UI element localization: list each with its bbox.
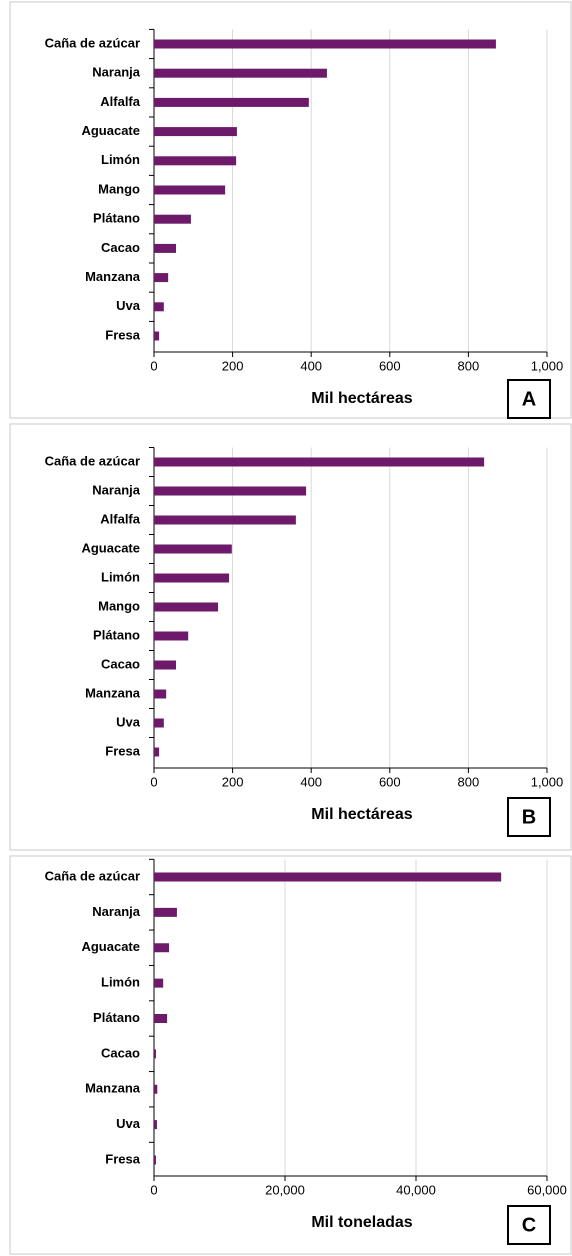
y-tick-label: Uva: [116, 714, 141, 729]
bar: [154, 515, 296, 525]
y-tick-label: Naranja: [92, 65, 140, 80]
bar: [154, 185, 226, 195]
panel-label-box: [507, 1205, 551, 1245]
bar: [154, 1120, 157, 1130]
bar: [154, 243, 177, 253]
x-tick-label: 400: [300, 358, 322, 373]
x-tick-label: 200: [222, 358, 244, 373]
bar: [154, 457, 485, 467]
y-tick-label: Fresa: [105, 1151, 140, 1166]
bar: [154, 718, 164, 728]
bar: [154, 978, 164, 988]
x-tick-label: 0: [150, 774, 157, 789]
panel-label: A: [522, 388, 536, 410]
y-tick-label: Manzana: [85, 1081, 141, 1096]
x-tick-label: 0: [150, 358, 157, 373]
y-tick-label: Manzana: [85, 269, 141, 284]
y-tick-label: Uva: [116, 1116, 141, 1131]
bar: [154, 631, 189, 641]
y-tick-label: Manzana: [85, 685, 141, 700]
x-tick-label: 200: [222, 774, 244, 789]
bar: [154, 1084, 158, 1094]
panel-label-box: [507, 379, 551, 419]
y-tick-label: Uva: [116, 298, 141, 313]
y-tick-label: Plátano: [93, 627, 140, 642]
panel-frame: [9, 423, 572, 851]
panel-label-box: [507, 797, 551, 837]
y-tick-label: Alfalfa: [100, 94, 141, 109]
y-tick-label: Cacao: [101, 1045, 140, 1060]
x-tick-label: 400: [300, 774, 322, 789]
bar: [154, 1014, 168, 1023]
x-tick-label: 40,000: [396, 1182, 436, 1197]
bar: [154, 156, 237, 166]
x-tick-label: 600: [379, 774, 401, 789]
x-tick-label: 20,000: [265, 1182, 305, 1197]
bar: [154, 872, 502, 882]
y-tick-label: Fresa: [105, 327, 140, 342]
panel-frame: [9, 855, 572, 1255]
panel-label: C: [522, 1214, 536, 1236]
y-tick-label: Cacao: [101, 240, 140, 255]
bar: [154, 907, 177, 917]
x-tick-label: 1,000: [531, 774, 564, 789]
y-tick-label: Limón: [101, 975, 140, 990]
x-axis-label: Mil toneladas: [311, 1214, 412, 1231]
bar: [154, 68, 327, 78]
bar: [154, 689, 167, 699]
y-tick-label: Fresa: [105, 743, 140, 758]
x-axis-label: Mil hectáreas: [311, 390, 412, 407]
bar: [154, 660, 177, 670]
panel-frame: [9, 1, 572, 419]
y-tick-label: Caña de azúcar: [45, 453, 140, 468]
y-tick-label: Caña de azúcar: [45, 35, 140, 50]
x-axis-label: Mil hectáreas: [311, 806, 412, 823]
y-tick-label: Plátano: [93, 1010, 140, 1025]
bar: [154, 1049, 156, 1059]
x-tick-label: 60,000: [527, 1182, 567, 1197]
bar: [154, 302, 164, 312]
x-tick-label: 800: [458, 358, 480, 373]
bar: [154, 273, 169, 283]
y-tick-label: Mango: [98, 598, 140, 613]
y-tick-label: Aguacate: [81, 123, 140, 138]
bar: [154, 943, 170, 953]
y-tick-label: Naranja: [92, 904, 140, 919]
y-tick-label: Alfalfa: [100, 511, 141, 526]
y-tick-label: Limón: [101, 569, 140, 584]
bar: [154, 573, 230, 583]
y-tick-label: Caña de azúcar: [45, 868, 140, 883]
bar: [154, 331, 160, 341]
y-tick-label: Aguacate: [81, 939, 140, 954]
y-tick-label: Naranja: [92, 482, 140, 497]
bar: [154, 486, 307, 496]
y-tick-label: Aguacate: [81, 540, 140, 555]
bar: [154, 747, 160, 757]
x-tick-label: 600: [379, 358, 401, 373]
bar: [154, 1155, 156, 1165]
y-tick-label: Limón: [101, 152, 140, 167]
bar: [154, 97, 309, 107]
y-tick-label: Plátano: [93, 211, 140, 226]
bar: [154, 214, 191, 224]
bar: [154, 127, 237, 137]
y-tick-label: Mango: [98, 181, 140, 196]
bar: [154, 39, 496, 49]
x-tick-label: 0: [150, 1182, 157, 1197]
bar: [154, 602, 219, 612]
bar: [154, 544, 232, 554]
y-tick-label: Cacao: [101, 656, 140, 671]
x-tick-label: 800: [458, 774, 480, 789]
x-tick-label: 1,000: [531, 358, 564, 373]
panel-label: B: [522, 806, 536, 828]
